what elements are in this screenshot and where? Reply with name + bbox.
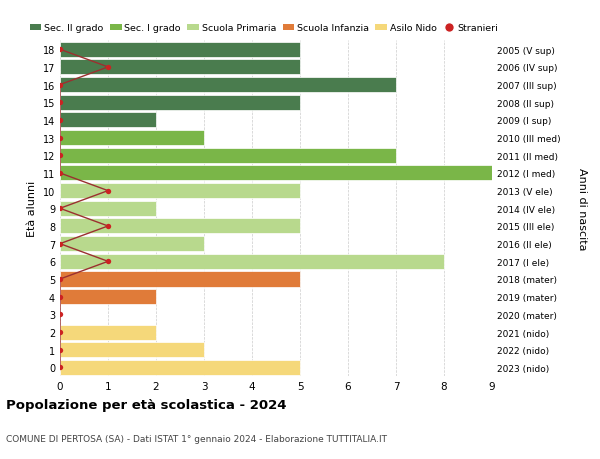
Point	[55, 152, 65, 160]
Point	[55, 346, 65, 353]
Point	[55, 276, 65, 283]
Point	[55, 134, 65, 142]
Point	[103, 258, 113, 265]
Bar	[60, 78, 396, 93]
Point	[55, 46, 65, 54]
Bar	[60, 202, 156, 216]
Bar	[60, 325, 156, 340]
Bar	[60, 360, 300, 375]
Point	[103, 223, 113, 230]
Point	[55, 205, 65, 213]
Point	[55, 170, 65, 177]
Y-axis label: Età alunni: Età alunni	[27, 181, 37, 237]
Bar	[60, 131, 204, 146]
Point	[103, 188, 113, 195]
Bar	[60, 148, 396, 163]
Point	[55, 293, 65, 301]
Bar	[60, 166, 492, 181]
Text: Popolazione per età scolastica - 2024: Popolazione per età scolastica - 2024	[6, 398, 287, 412]
Point	[55, 99, 65, 106]
Bar	[60, 60, 300, 75]
Point	[55, 82, 65, 89]
Point	[55, 241, 65, 248]
Point	[103, 64, 113, 72]
Bar	[60, 113, 156, 128]
Point	[55, 364, 65, 371]
Text: COMUNE DI PERTOSA (SA) - Dati ISTAT 1° gennaio 2024 - Elaborazione TUTTITALIA.IT: COMUNE DI PERTOSA (SA) - Dati ISTAT 1° g…	[6, 434, 387, 442]
Bar	[60, 342, 204, 358]
Bar	[60, 237, 204, 252]
Y-axis label: Anni di nascita: Anni di nascita	[577, 168, 587, 250]
Point	[55, 329, 65, 336]
Point	[55, 117, 65, 124]
Bar	[60, 254, 444, 269]
Bar	[60, 184, 300, 199]
Bar	[60, 43, 300, 58]
Bar	[60, 290, 156, 304]
Bar	[60, 219, 300, 234]
Point	[55, 311, 65, 319]
Legend: Sec. II grado, Sec. I grado, Scuola Primaria, Scuola Infanzia, Asilo Nido, Stran: Sec. II grado, Sec. I grado, Scuola Prim…	[30, 24, 498, 33]
Bar	[60, 95, 300, 111]
Bar	[60, 272, 300, 287]
